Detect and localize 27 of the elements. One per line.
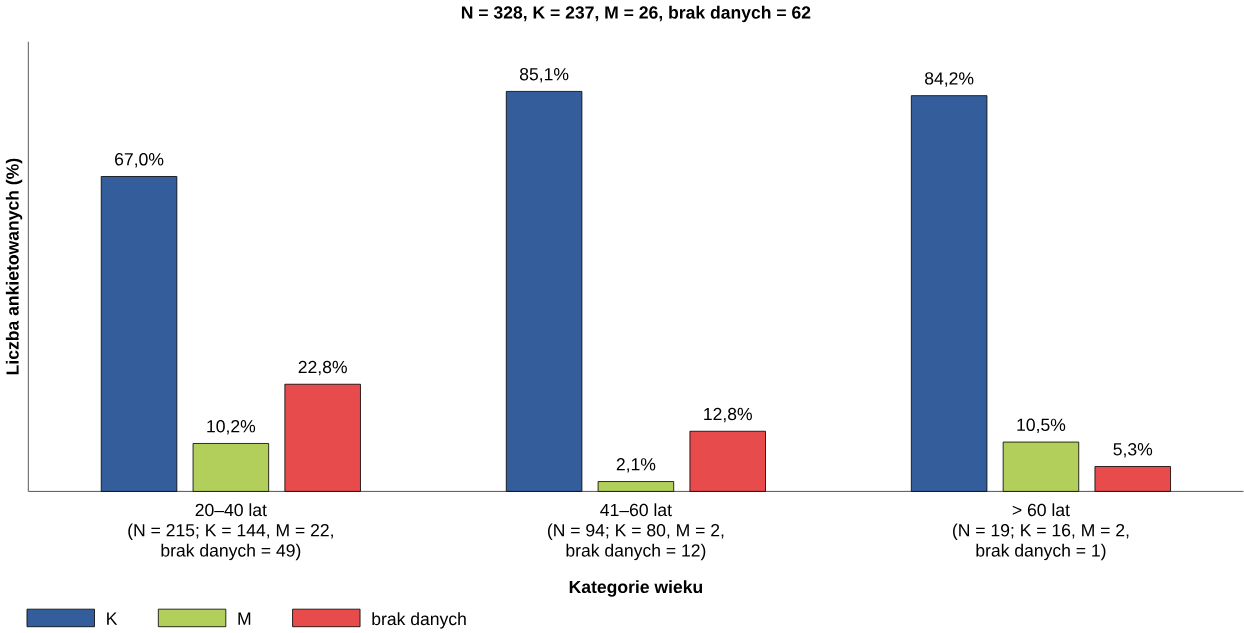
x-tick-label: 20–40 lat (N = 215; K = 144, M = 22, brak danych = 49) bbox=[128, 503, 333, 561]
bar bbox=[192, 443, 270, 492]
data-label: 84,2% bbox=[925, 72, 974, 87]
data-label: 67,0% bbox=[115, 153, 164, 168]
data-label: 22,8% bbox=[298, 360, 347, 376]
bar bbox=[100, 176, 178, 492]
chart-title: N = 328, K = 237, M = 26, brak danych = 62 bbox=[461, 5, 811, 23]
bar bbox=[910, 95, 988, 492]
bar bbox=[505, 91, 583, 492]
x-tick-label: 41–60 lat (N = 94; K = 80, M = 2, brak danych = 12) bbox=[547, 503, 724, 561]
y-axis-title: Liczba ankietowanych (%) bbox=[5, 158, 23, 375]
legend-label: K bbox=[107, 612, 118, 625]
x-axis-title: Kategorie wieku bbox=[569, 580, 703, 597]
data-label: 85,1% bbox=[519, 67, 569, 83]
bar bbox=[689, 430, 766, 492]
data-label: 10,2% bbox=[207, 419, 256, 435]
data-label: 10,5% bbox=[1017, 418, 1066, 434]
data-label: 5,3% bbox=[1113, 443, 1153, 458]
legend-label: brak danych bbox=[372, 612, 466, 629]
bar bbox=[1094, 466, 1171, 492]
x-tick-label: > 60 lat (N = 19; K = 16, M = 2, brak danych = 1) bbox=[953, 503, 1129, 561]
data-label: 2,1% bbox=[616, 458, 656, 473]
bar bbox=[284, 383, 361, 492]
bar bbox=[1002, 441, 1080, 492]
data-label: 12,8% bbox=[704, 407, 752, 423]
legend-label: M bbox=[238, 612, 251, 625]
bar bbox=[597, 481, 675, 492]
